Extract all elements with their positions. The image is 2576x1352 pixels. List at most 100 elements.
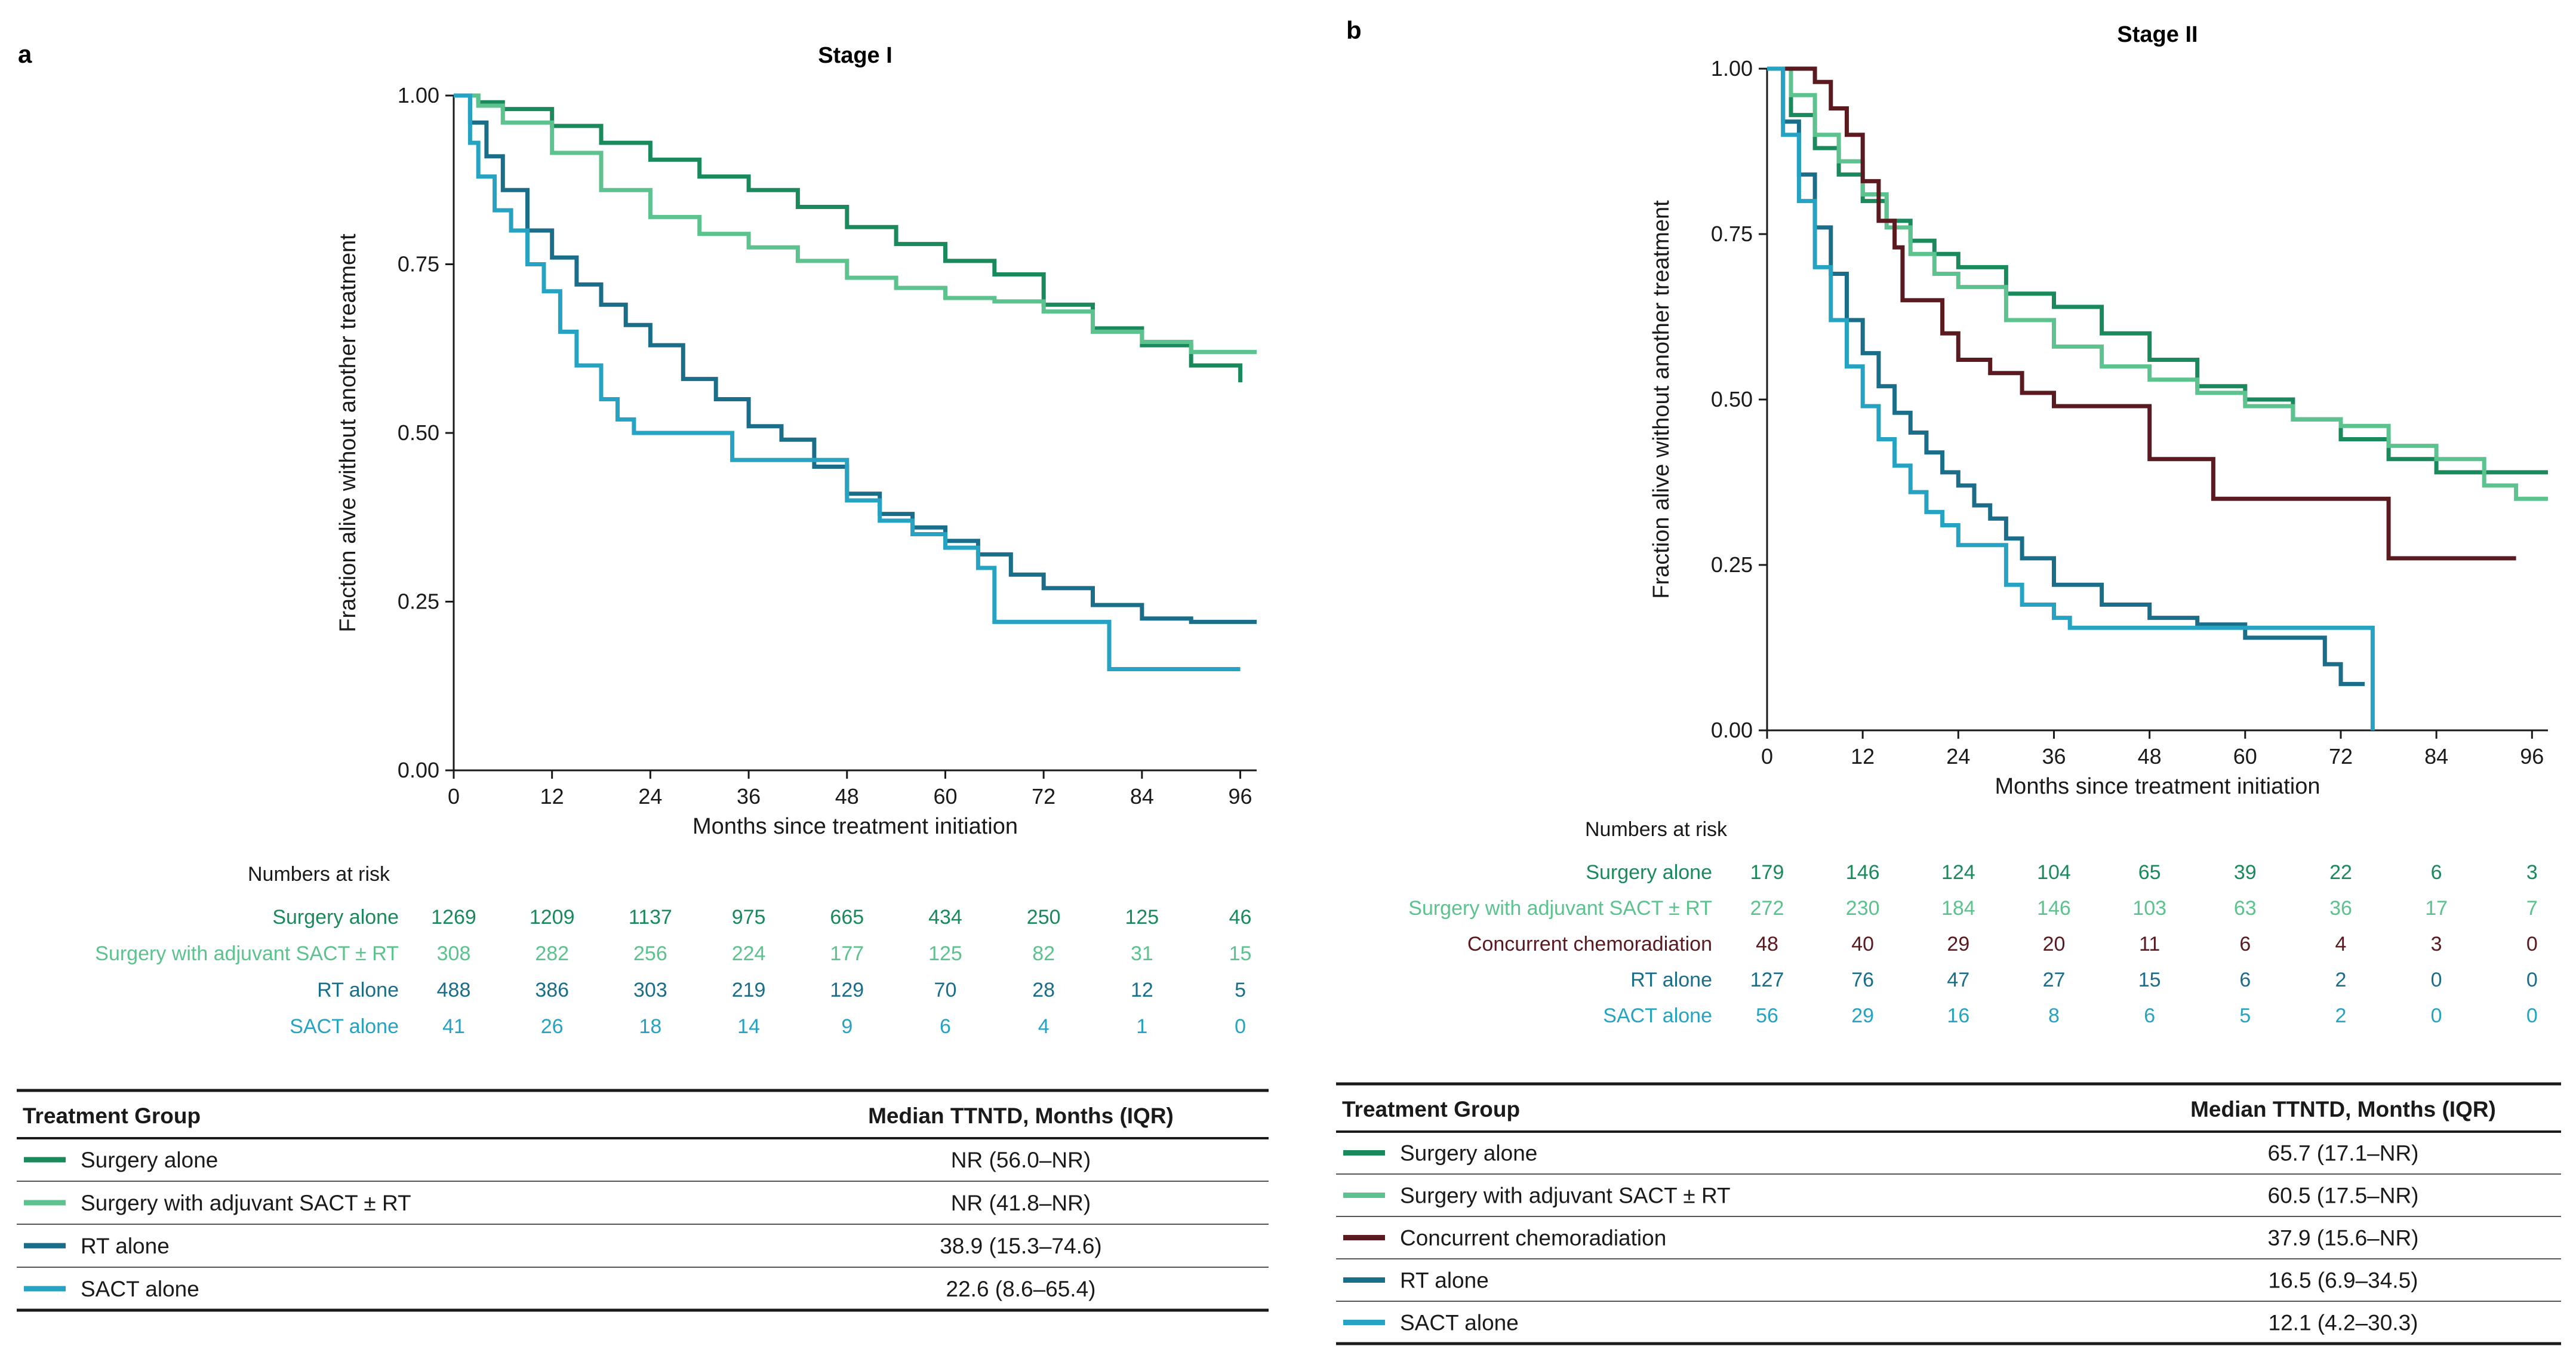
chart-title: Stage II (2117, 22, 2198, 47)
risk-value: 386 (535, 979, 569, 1001)
x-tick-label: 96 (1229, 784, 1252, 809)
table-header-median: Median TTNTD, Months (IQR) (868, 1104, 1174, 1128)
table-row-label: Surgery alone (1400, 1141, 1537, 1166)
x-axis-label: Months since treatment initiation (693, 814, 1018, 839)
risk-value: 0 (2526, 1004, 2538, 1027)
risk-value: 6 (2239, 969, 2251, 991)
table-row-label: SACT alone (81, 1277, 199, 1301)
risk-value: 230 (1846, 897, 1880, 920)
risk-value: 4 (1038, 1015, 1050, 1038)
risk-row-label: Surgery with adjuvant SACT ± RT (1408, 897, 1712, 920)
x-tick-label: 48 (2138, 744, 2162, 769)
risk-value: 2 (2335, 969, 2347, 991)
risk-value: 0 (2526, 969, 2538, 991)
risk-row-label: Surgery alone (1586, 861, 1712, 884)
panel-letter: b (1346, 16, 1362, 44)
risk-value: 127 (1750, 969, 1784, 991)
x-axis-label: Months since treatment initiation (1995, 774, 2320, 799)
risk-value: 26 (541, 1015, 564, 1038)
table-row-median: 60.5 (17.5–NR) (2268, 1184, 2419, 1208)
risk-value: 303 (633, 979, 667, 1001)
risk-value: 20 (2043, 933, 2066, 955)
risk-value: 146 (1846, 861, 1880, 884)
risk-value: 3 (2526, 861, 2538, 884)
x-tick-label: 36 (737, 784, 761, 809)
risk-value: 16 (1947, 1004, 1969, 1027)
risk-value: 14 (737, 1015, 760, 1038)
risk-value: 308 (437, 942, 471, 965)
risk-value: 6 (2239, 933, 2251, 955)
risk-value: 28 (1032, 979, 1055, 1001)
risk-row-label: RT alone (1630, 969, 1712, 991)
risk-value: 76 (1851, 969, 1874, 991)
table-row-label: RT alone (81, 1234, 170, 1258)
risk-value: 272 (1750, 897, 1784, 920)
table-header-group: Treatment Group (23, 1104, 201, 1128)
risk-value: 11 (2139, 933, 2160, 955)
series-line-rt-alone (454, 93, 1257, 624)
table-row-label: RT alone (1400, 1268, 1489, 1293)
risk-value: 27 (2043, 969, 2066, 991)
table-row-median: 37.9 (15.6–NR) (2268, 1226, 2419, 1250)
risk-value: 46 (1229, 906, 1252, 929)
risk-value: 47 (1947, 969, 1969, 991)
y-tick-label: 0.00 (1711, 718, 1753, 742)
y-tick-label: 0.75 (1711, 222, 1753, 246)
table-row-label: Surgery with adjuvant SACT ± RT (81, 1191, 411, 1215)
risk-value: 29 (1851, 1004, 1874, 1027)
risk-value: 129 (830, 979, 864, 1001)
risk-value: 1 (1136, 1015, 1147, 1038)
risk-value: 1269 (431, 906, 476, 929)
risk-row-label: Surgery with adjuvant SACT ± RT (95, 942, 399, 965)
risk-value: 665 (830, 906, 864, 929)
risk-value: 0 (1235, 1015, 1246, 1038)
risk-value: 124 (1941, 861, 1975, 884)
panel-letter: a (18, 40, 32, 68)
table-row: Surgery with adjuvant SACT ± RT NR (41.8–… (17, 1191, 1269, 1225)
y-axis-label: Fraction alive without another treatment (1649, 200, 1674, 599)
table-header-group: Treatment Group (1342, 1097, 1520, 1121)
risk-value: 82 (1032, 942, 1055, 965)
risk-value: 103 (2132, 897, 2166, 920)
risk-value: 15 (1229, 942, 1252, 965)
risk-row-label: SACT alone (290, 1015, 399, 1038)
risk-value: 177 (830, 942, 864, 965)
table-row: SACT alone 12.1 (4.2–30.3) (1343, 1311, 2418, 1335)
risk-row-label: Surgery alone (272, 906, 399, 929)
risk-value: 65 (2138, 861, 2161, 884)
risk-value: 0 (2431, 969, 2442, 991)
risk-value: 3 (2431, 933, 2442, 955)
x-tick-label: 60 (933, 784, 957, 809)
series-line-sact-alone (454, 93, 1241, 671)
numbers-at-risk: Numbers at risk Surgery alone 179 146 124 104… (1408, 818, 2538, 1027)
series-line-surgery-with-adjuvant-sact-rt (454, 93, 1257, 354)
median-table: Treatment Group Median TTNTD, Months (IQR… (17, 1089, 1269, 1312)
risk-value: 184 (1941, 897, 1975, 920)
x-tick-label: 72 (2329, 744, 2353, 769)
risk-value: 15 (2138, 969, 2161, 991)
y-tick-label: 0.50 (398, 420, 439, 445)
x-tick-label: 0 (1761, 744, 1773, 769)
risk-value: 56 (1756, 1004, 1778, 1027)
table-row: Surgery with adjuvant SACT ± RT 60.5 (17.… (1336, 1184, 2561, 1217)
risk-value: 975 (732, 906, 766, 929)
risk-value: 39 (2234, 861, 2257, 884)
risk-value: 6 (2431, 861, 2442, 884)
series-line-surgery-with-adjuvant-sact-rt (1767, 66, 2548, 501)
risk-value: 6 (2144, 1004, 2155, 1027)
panel-a: a Stage I0.000.250.500.751.000 12 24 36 48 60 7… (17, 40, 1269, 1312)
risk-value: 282 (535, 942, 569, 965)
risk-value: 4 (2335, 933, 2347, 955)
table-row: Surgery alone NR (56.0–NR) (17, 1148, 1269, 1182)
table-row-median: NR (56.0–NR) (951, 1148, 1091, 1172)
risk-value: 6 (940, 1015, 951, 1038)
risk-row-label: SACT alone (1603, 1004, 1712, 1027)
risk-value: 488 (437, 979, 471, 1001)
risk-value: 104 (2037, 861, 2071, 884)
y-tick-label: 0.00 (398, 758, 439, 782)
x-tick-label: 96 (2520, 744, 2544, 769)
table-row-label: SACT alone (1400, 1311, 1519, 1335)
risk-value: 9 (841, 1015, 852, 1038)
series-line-surgery-alone (1767, 66, 2548, 475)
